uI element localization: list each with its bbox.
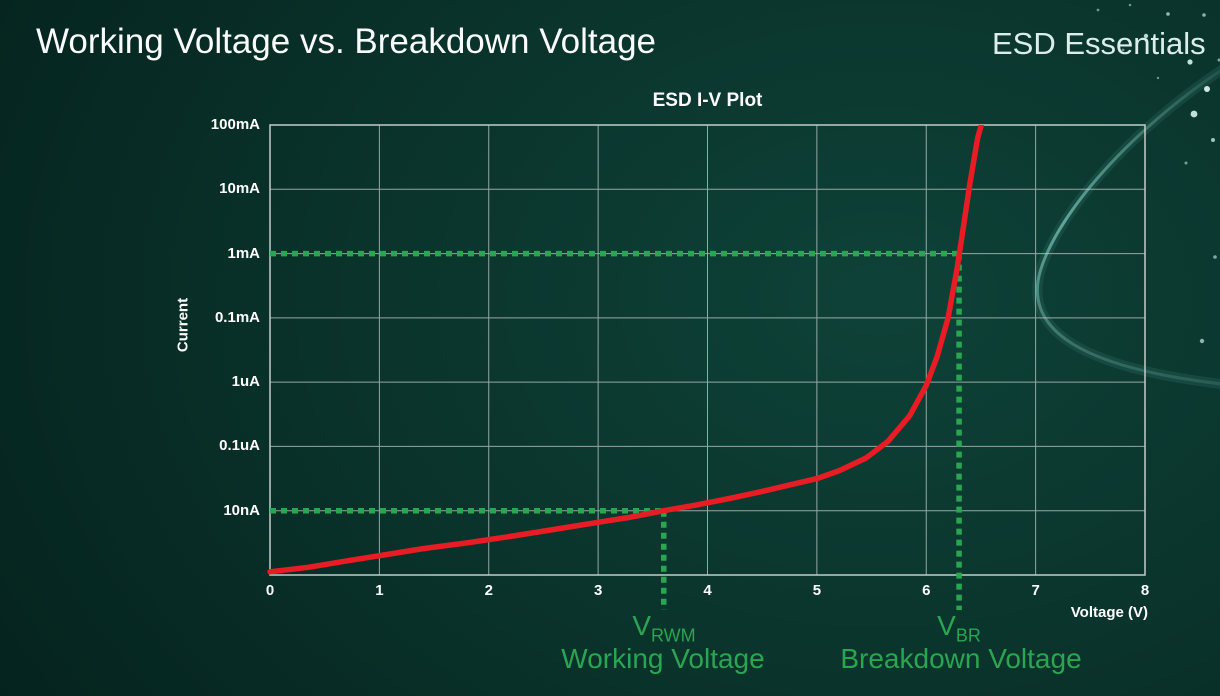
breakdown-voltage-symbol-main: V xyxy=(937,610,956,641)
x-axis-title: Voltage (V) xyxy=(1070,604,1148,621)
working-voltage-symbol-main: V xyxy=(632,610,652,641)
working-voltage-symbol: VRWM xyxy=(632,610,695,647)
brand-text: ESD Essentials xyxy=(992,26,1206,61)
swoosh-curve xyxy=(1035,69,1220,386)
gridlines xyxy=(269,124,1146,576)
plot-border xyxy=(269,124,1146,576)
slide-title: Working Voltage vs. Breakdown Voltage xyxy=(36,22,657,61)
working-voltage-caption: Working Voltage xyxy=(561,643,765,674)
breakdown-voltage-symbol: VBR xyxy=(937,610,981,647)
breakdown-voltage-symbol-sub: BR xyxy=(955,625,981,646)
breakdown-voltage-caption: Breakdown Voltage xyxy=(840,643,1082,674)
working-voltage-symbol-sub: RWM xyxy=(651,625,696,646)
chart-title: ESD I-V Plot xyxy=(652,90,763,111)
iv-curve xyxy=(267,125,985,575)
particle-dots xyxy=(1096,3,1220,344)
